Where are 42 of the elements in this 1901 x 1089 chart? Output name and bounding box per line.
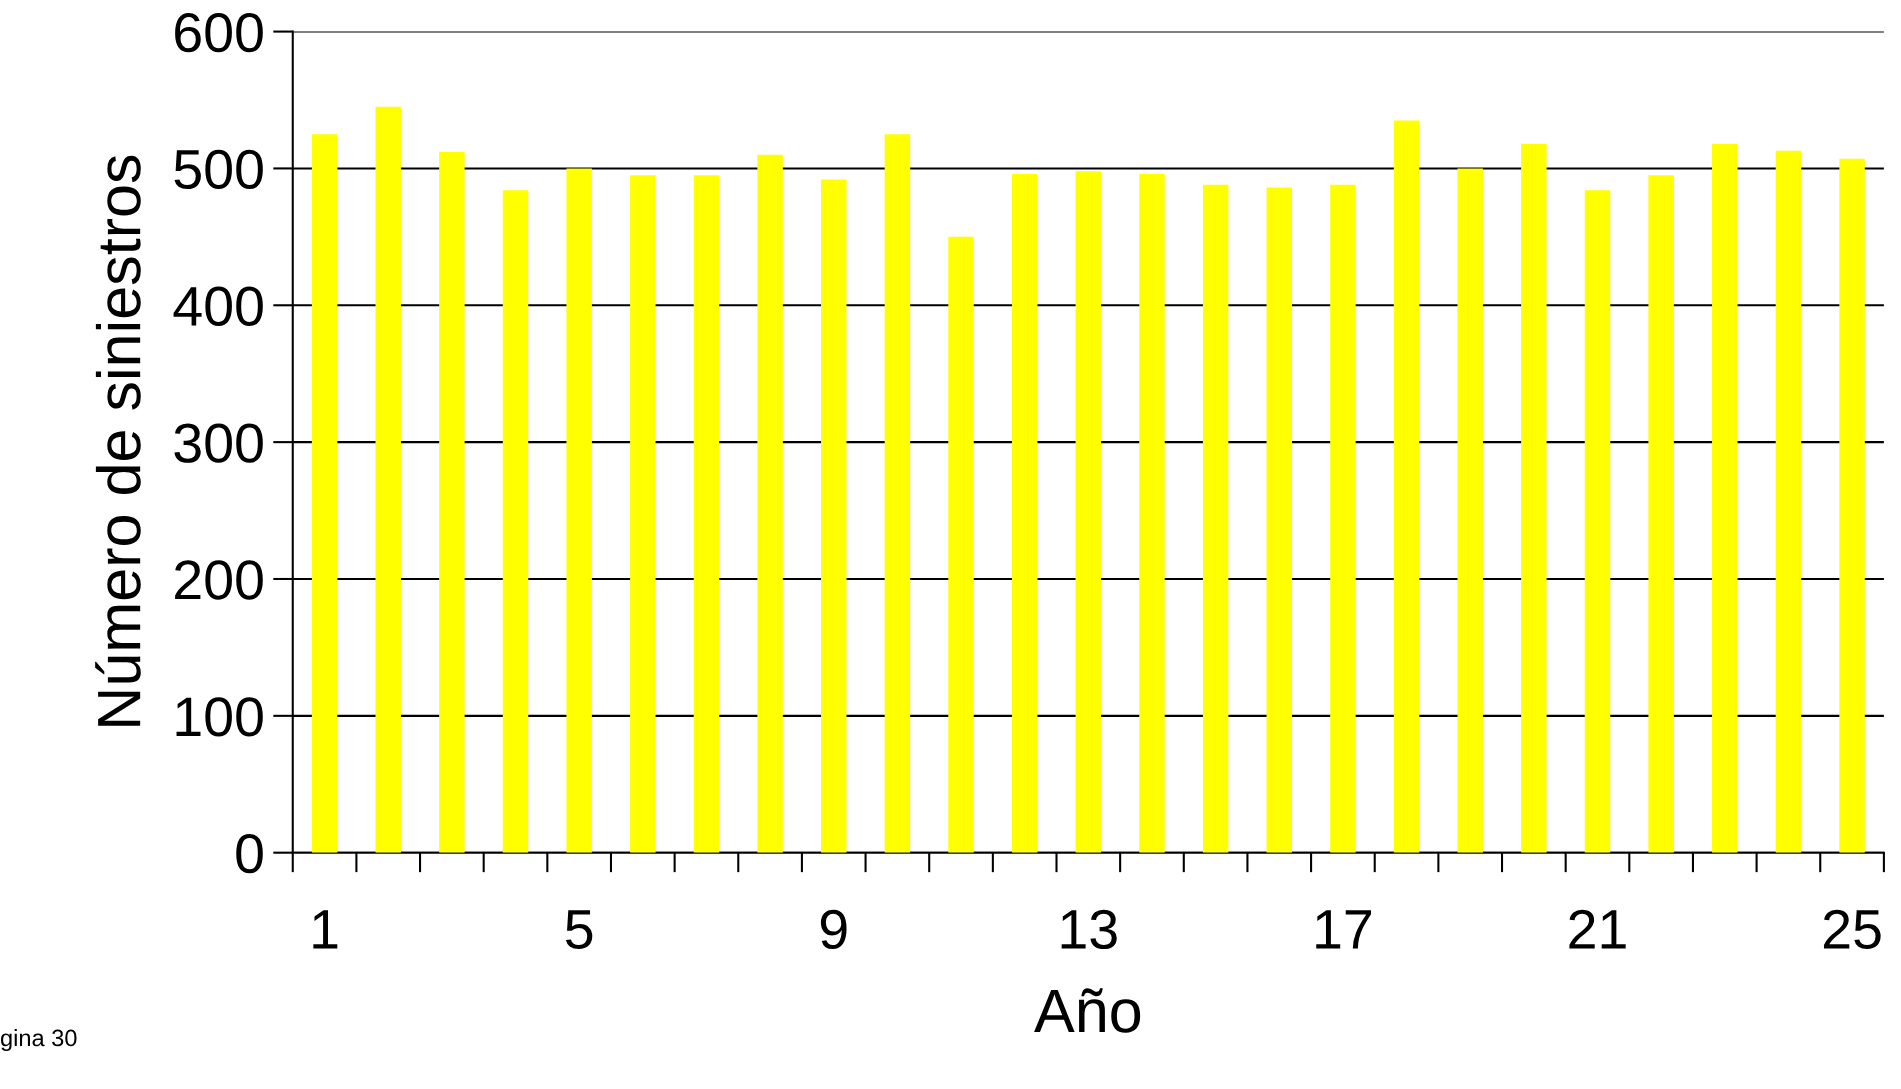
x-tick-label: 17 [1316,910,1372,949]
bar [1521,143,1547,853]
text: gina 30 [0,1028,77,1051]
y-tick-label: 0 [236,834,263,874]
bar [630,175,656,853]
bar [1457,168,1483,853]
bar [1712,143,1738,853]
bar [1330,184,1356,853]
bar [1139,173,1165,853]
y-tick-label: 200 [175,560,263,600]
bar [1075,171,1102,853]
bar [1202,184,1229,853]
x-tick-label: 13 [1061,909,1117,950]
y-tick-label: 300 [174,423,263,463]
y-tick-label: 600 [175,12,263,53]
bar [1266,187,1292,853]
bar [821,179,847,853]
x-tick-label: 25 [1823,909,1881,950]
bar [1584,190,1611,853]
y-axis-title: Número de siniestros [95,155,141,726]
bar [566,168,592,853]
bar [1393,120,1420,853]
x-axis-title: Año [1034,988,1141,1033]
bar [502,190,529,853]
x-tick-label: 5 [565,910,593,950]
bar [1011,173,1038,853]
bar [1775,150,1802,853]
bar [1648,175,1674,853]
bar [375,106,401,853]
x-tick-label: 1 [313,910,338,949]
x-tick-label: 9 [820,909,847,950]
bar [948,236,974,853]
bar [757,154,783,853]
bar [884,134,911,853]
x-tick-label: 21 [1569,909,1626,949]
y-tick-label: 500 [174,149,263,190]
bar [1839,158,1865,853]
bar [693,175,720,853]
bar [439,152,465,853]
y-tick-label: 400 [173,286,263,326]
bar [311,134,338,853]
y-tick-label: 100 [176,697,263,737]
